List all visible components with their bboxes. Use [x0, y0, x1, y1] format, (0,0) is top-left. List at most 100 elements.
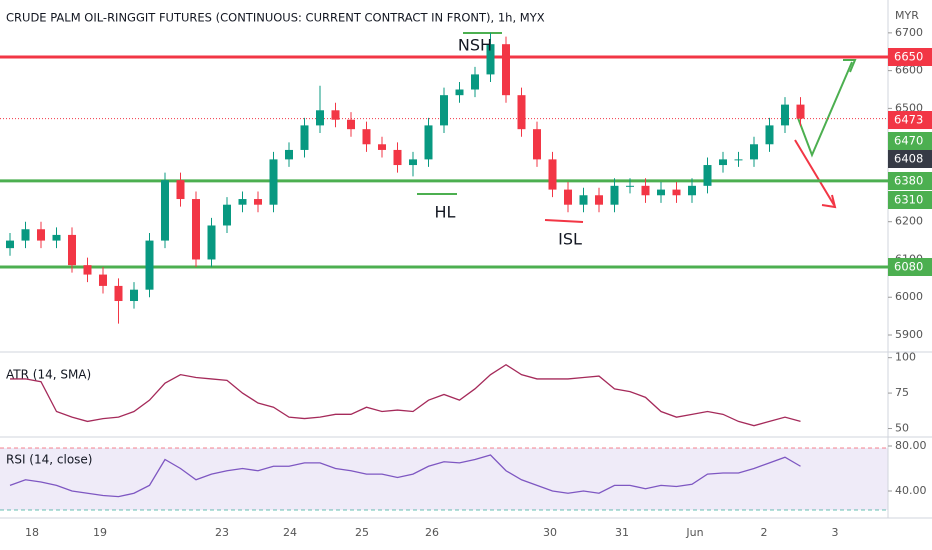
candle-body — [657, 189, 665, 196]
candle-body — [99, 274, 107, 286]
candle-body — [68, 234, 76, 266]
up-arrow-head — [843, 59, 857, 73]
candle-body — [595, 195, 603, 205]
candle-body — [610, 185, 619, 205]
price-label: 6408 — [894, 152, 923, 166]
x-tick-label: 3 — [832, 526, 839, 539]
candle-body — [796, 104, 805, 119]
price-label: 6310 — [894, 193, 923, 207]
candle-body — [37, 229, 45, 241]
candle-body — [440, 95, 448, 126]
x-tick-label: 23 — [215, 526, 229, 539]
price-label: 6080 — [894, 260, 923, 274]
candle-body — [781, 104, 789, 126]
candle-body — [161, 180, 169, 241]
candle-body — [533, 129, 541, 160]
price-label: 6650 — [894, 50, 923, 64]
indicator-line — [10, 363, 801, 427]
down-arrow — [794, 139, 835, 206]
x-tick-label: 26 — [425, 526, 439, 539]
price-label-bg — [888, 258, 932, 276]
x-tick-label: 18 — [25, 526, 39, 539]
candle-body — [6, 240, 14, 249]
candle-body — [176, 180, 185, 200]
candle-body — [331, 110, 340, 120]
candle-body — [734, 159, 743, 161]
candle-body — [409, 159, 417, 166]
candle-body — [486, 44, 495, 75]
candle-body — [52, 234, 61, 241]
annotation: NSH — [458, 36, 492, 55]
candle-body — [393, 149, 402, 166]
candle-body — [719, 159, 727, 166]
price-label-bg — [888, 48, 932, 66]
y-tick-label: 6600 — [895, 64, 923, 77]
x-tick-label: 31 — [615, 526, 629, 539]
candle-body — [316, 110, 324, 126]
candle-body — [641, 185, 650, 196]
indicator-line — [9, 454, 801, 498]
y-tick-label: 75 — [895, 386, 909, 399]
candle-body — [285, 149, 293, 160]
y-tick-label: 40.00 — [895, 484, 927, 497]
down-arrow-head — [821, 194, 837, 209]
candle-body — [471, 74, 479, 90]
candle-body — [21, 229, 30, 241]
candle-body — [362, 129, 371, 145]
candle-body — [300, 125, 309, 150]
isl-mark — [544, 219, 584, 223]
candle-body — [347, 119, 355, 130]
y-tick-label: 5900 — [895, 328, 923, 341]
chart-title: CRUDE PALM OIL-RINGGIT FUTURES (CONTINUO… — [6, 11, 545, 25]
price-label-bg — [888, 132, 932, 150]
x-tick-label: 25 — [355, 526, 369, 539]
annotation: HL — [435, 203, 456, 222]
x-tick-label: Jun — [685, 526, 703, 539]
price-label-bg — [888, 172, 932, 190]
price-label-bg — [888, 150, 932, 168]
candle-body — [765, 125, 774, 145]
candle-body — [130, 289, 138, 302]
candle-body — [238, 199, 247, 205]
x-tick-label: 19 — [93, 526, 107, 539]
candle-body — [83, 265, 92, 275]
candle-body — [269, 159, 278, 205]
candle-body — [424, 125, 433, 160]
candle-body — [688, 185, 696, 196]
candle-body — [703, 165, 712, 186]
candle-body — [192, 199, 200, 260]
annotation: ISL — [558, 230, 582, 249]
y-tick-label: 100 — [895, 351, 916, 364]
candle-body — [207, 225, 216, 260]
x-tick-label: 2 — [761, 526, 768, 539]
indicator-name: RSI (14, close) — [6, 453, 92, 467]
price-label: 6470 — [894, 134, 923, 148]
price-label: 6473 — [894, 113, 923, 127]
candle-body — [254, 199, 262, 205]
y-tick-label: 80.00 — [895, 439, 927, 452]
y-tick-label: 6200 — [895, 215, 923, 228]
x-tick-label: 24 — [283, 526, 297, 539]
up-arrow — [797, 61, 853, 158]
candle-body — [378, 144, 386, 150]
candle-body — [750, 144, 758, 160]
candle-body — [502, 44, 510, 96]
candle-body — [626, 185, 634, 187]
candle-body — [114, 285, 123, 302]
candle-body — [579, 195, 588, 205]
candle-body — [223, 204, 231, 226]
candle-body — [564, 189, 572, 205]
x-tick-label: 30 — [543, 526, 557, 539]
candle-body — [455, 89, 464, 96]
candle-body — [548, 159, 557, 190]
y-tick-label: 6700 — [895, 26, 923, 39]
price-label: 6380 — [894, 174, 923, 188]
y-tick-label: 50 — [895, 422, 909, 435]
price-label-bg — [888, 191, 932, 209]
y-tick-label: 6000 — [895, 290, 923, 303]
rsi-band — [0, 448, 888, 510]
candle-body — [517, 95, 526, 130]
candle-body — [145, 240, 154, 290]
